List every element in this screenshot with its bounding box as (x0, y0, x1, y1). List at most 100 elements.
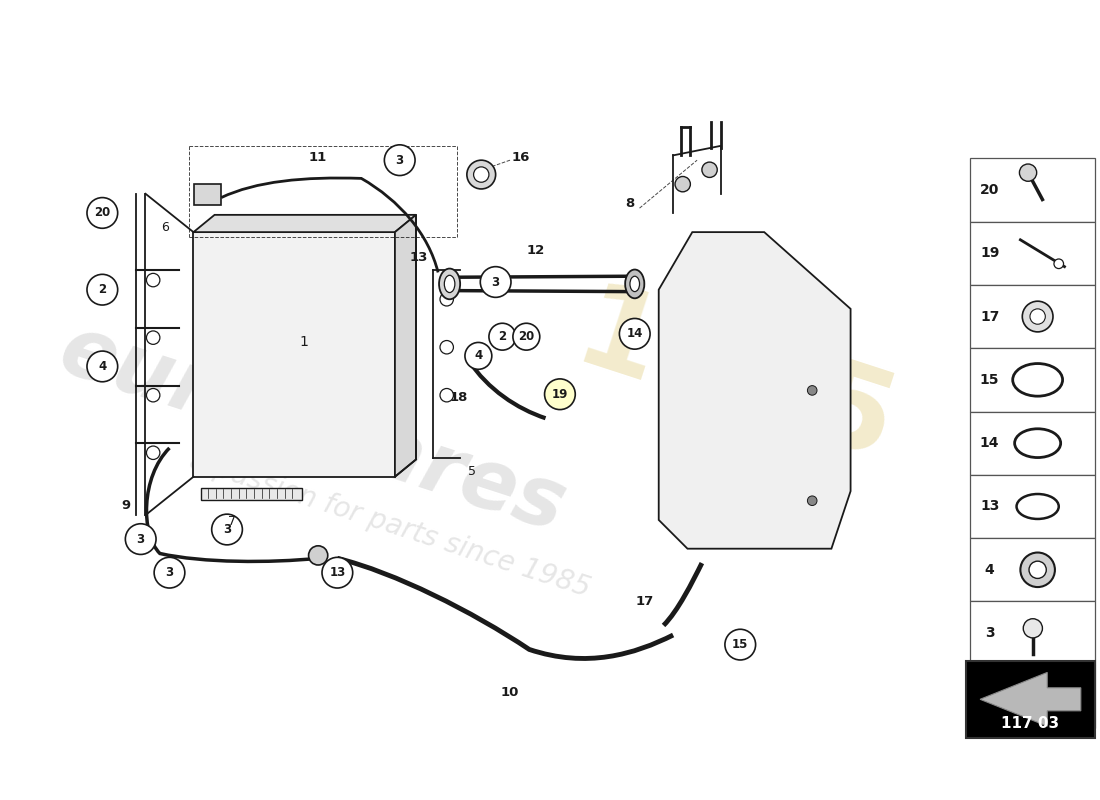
Text: 8: 8 (625, 197, 635, 210)
Bar (970, 602, 1096, 665)
Circle shape (1022, 301, 1053, 332)
Circle shape (1023, 682, 1052, 711)
Circle shape (1030, 309, 1045, 324)
Polygon shape (395, 215, 416, 477)
Circle shape (481, 266, 512, 298)
Text: 20: 20 (94, 206, 111, 219)
Circle shape (488, 323, 516, 350)
Text: 16: 16 (512, 150, 530, 164)
Text: 9: 9 (122, 499, 131, 512)
Ellipse shape (444, 275, 455, 293)
Circle shape (1028, 561, 1046, 578)
Text: 3: 3 (136, 533, 145, 546)
Text: 14: 14 (980, 436, 1000, 450)
Text: 17: 17 (635, 595, 653, 608)
Text: 20: 20 (518, 330, 535, 343)
Text: 6: 6 (161, 221, 168, 234)
Circle shape (807, 496, 817, 506)
Circle shape (146, 274, 160, 287)
Text: 13: 13 (980, 499, 1000, 514)
Circle shape (211, 514, 242, 545)
Bar (970, 411, 1096, 475)
Circle shape (146, 389, 160, 402)
Text: 3: 3 (396, 154, 404, 166)
Circle shape (440, 389, 453, 402)
Text: 1985: 1985 (561, 275, 910, 486)
Circle shape (384, 145, 415, 175)
Text: 4: 4 (984, 562, 994, 577)
Bar (970, 538, 1096, 602)
Bar (970, 285, 1096, 348)
Text: eurospares: eurospares (51, 309, 576, 549)
Circle shape (513, 323, 540, 350)
Polygon shape (980, 673, 1081, 726)
Circle shape (1031, 690, 1044, 703)
Text: 19: 19 (552, 388, 568, 401)
Text: 15: 15 (980, 373, 1000, 387)
Text: 20: 20 (980, 183, 1000, 197)
Text: 1: 1 (300, 335, 309, 350)
Ellipse shape (466, 160, 496, 189)
Bar (194, 232, 395, 477)
Polygon shape (659, 232, 850, 549)
Text: 14: 14 (627, 327, 642, 340)
Circle shape (725, 630, 756, 660)
Circle shape (440, 341, 453, 354)
Circle shape (146, 331, 160, 344)
Text: 3: 3 (223, 523, 231, 536)
Text: 4: 4 (98, 360, 107, 373)
Text: 4: 4 (474, 350, 483, 362)
Ellipse shape (625, 270, 645, 298)
Circle shape (702, 162, 717, 178)
Circle shape (440, 293, 453, 306)
Bar (970, 665, 1096, 728)
Text: 3: 3 (165, 566, 174, 579)
Bar (970, 475, 1096, 538)
Text: 3: 3 (492, 275, 499, 289)
Circle shape (544, 379, 575, 410)
Circle shape (1023, 618, 1043, 638)
Polygon shape (194, 215, 416, 232)
Circle shape (322, 558, 353, 588)
Bar (970, 158, 1096, 222)
Circle shape (309, 546, 328, 565)
Text: 2: 2 (98, 283, 107, 296)
Text: 19: 19 (980, 246, 1000, 260)
Bar (966, 661, 1096, 738)
Ellipse shape (439, 269, 460, 299)
Text: 5: 5 (468, 466, 475, 478)
Circle shape (87, 198, 118, 228)
Text: 2: 2 (984, 690, 994, 703)
Circle shape (87, 351, 118, 382)
Text: 2: 2 (498, 330, 506, 343)
Text: 11: 11 (309, 150, 328, 164)
Text: 15: 15 (733, 638, 748, 651)
Circle shape (87, 274, 118, 305)
Circle shape (1020, 164, 1036, 182)
Text: a passion for parts since 1985: a passion for parts since 1985 (186, 446, 594, 603)
Bar (970, 348, 1096, 411)
Circle shape (154, 558, 185, 588)
Text: 17: 17 (980, 310, 1000, 323)
Circle shape (1021, 553, 1055, 587)
Circle shape (1054, 259, 1064, 269)
Circle shape (465, 342, 492, 370)
Text: 18: 18 (450, 390, 469, 404)
Bar (201, 488, 301, 500)
Ellipse shape (474, 167, 488, 182)
Circle shape (125, 524, 156, 554)
Circle shape (675, 177, 691, 192)
Text: 3: 3 (984, 626, 994, 640)
Bar (195, 184, 221, 206)
Text: 13: 13 (329, 566, 345, 579)
Text: 13: 13 (409, 250, 428, 263)
Text: 12: 12 (527, 244, 546, 257)
Text: 20: 20 (95, 206, 110, 219)
Text: 117 03: 117 03 (1001, 716, 1059, 731)
Bar (970, 222, 1096, 285)
Circle shape (807, 386, 817, 395)
Text: 10: 10 (500, 686, 519, 699)
Circle shape (619, 318, 650, 349)
Circle shape (146, 446, 160, 459)
Ellipse shape (630, 276, 639, 291)
